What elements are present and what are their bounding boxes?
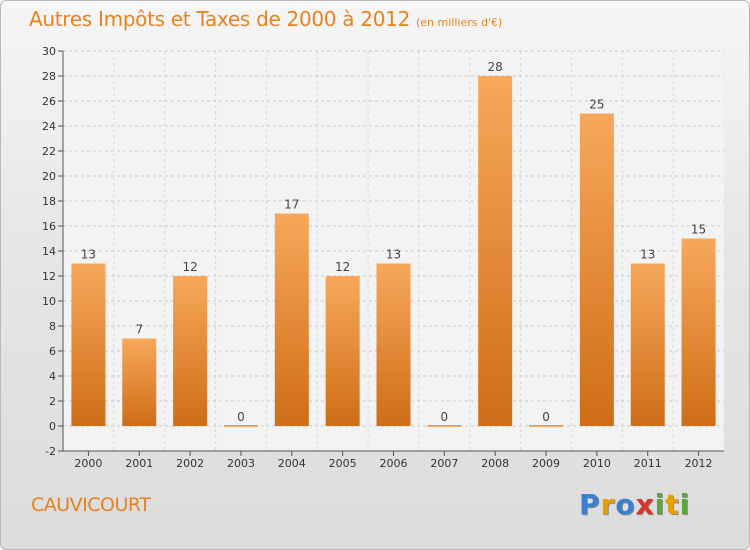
bar — [681, 238, 716, 426]
x-tick-label: 2003 — [227, 457, 255, 470]
place-name: CAUVICOURT — [31, 494, 151, 516]
bar-value-label: 12 — [335, 260, 350, 274]
bar-value-label: 13 — [81, 248, 96, 262]
x-tick-label: 2006 — [380, 457, 408, 470]
proxiti-logo: Proxiti — [579, 488, 690, 521]
x-tick-label: 2011 — [634, 457, 662, 470]
bar — [529, 425, 564, 427]
bar — [122, 338, 157, 426]
logo-letter: o — [615, 488, 636, 521]
bar — [173, 276, 208, 426]
x-tick-label: 2009 — [532, 457, 560, 470]
y-tick-label: 28 — [42, 70, 56, 83]
bar-value-label: 0 — [441, 410, 449, 424]
x-tick-label: 2001 — [125, 457, 153, 470]
bar-value-label: 0 — [542, 410, 550, 424]
bar-value-label: 25 — [589, 98, 604, 112]
bar-value-label: 12 — [182, 260, 197, 274]
y-tick-label: 8 — [49, 320, 56, 333]
bar — [579, 113, 614, 426]
bar-value-label: 17 — [284, 198, 299, 212]
bar — [478, 76, 513, 426]
y-tick-label: 18 — [42, 195, 56, 208]
x-tick-label: 2010 — [583, 457, 611, 470]
y-tick-label: 14 — [42, 245, 56, 258]
logo-letter: P — [579, 488, 601, 521]
y-tick-label: 24 — [42, 120, 56, 133]
bar — [630, 263, 665, 426]
bar — [274, 213, 309, 426]
bar-value-label: 0 — [237, 410, 245, 424]
y-tick-label: 0 — [49, 420, 56, 433]
y-tick-label: 20 — [42, 170, 56, 183]
bar — [376, 263, 411, 426]
logo-letter: i — [654, 488, 666, 521]
bar — [325, 276, 360, 426]
bar-value-label: 13 — [640, 248, 655, 262]
y-tick-label: 4 — [49, 370, 56, 383]
chart-subtitle: (en milliers d'€) — [416, 16, 503, 29]
y-tick-label: 22 — [42, 145, 56, 158]
chart-title: Autres Impôts et Taxes de 2000 à 2012 — [29, 7, 410, 31]
x-tick-label: 2007 — [430, 457, 458, 470]
bar-value-label: 13 — [386, 248, 401, 262]
bar-value-label: 7 — [135, 323, 143, 337]
chart-title-block: Autres Impôts et Taxes de 2000 à 2012 (en… — [29, 7, 502, 31]
y-tick-label: 30 — [42, 45, 56, 58]
logo-letter: t — [665, 488, 680, 521]
y-tick-label: 26 — [42, 95, 56, 108]
y-tick-label: 12 — [42, 270, 56, 283]
bar — [71, 263, 106, 426]
y-tick-label: 10 — [42, 295, 56, 308]
x-tick-label: 2000 — [74, 457, 102, 470]
bar-value-label: 15 — [691, 223, 706, 237]
y-tick-label: 6 — [49, 345, 56, 358]
x-tick-label: 2005 — [329, 457, 357, 470]
y-tick-label: -2 — [45, 445, 56, 458]
x-tick-label: 2012 — [685, 457, 713, 470]
y-tick-label: 16 — [42, 220, 56, 233]
y-tick-label: 2 — [49, 395, 56, 408]
bar-value-label: 28 — [488, 60, 503, 74]
bar — [427, 425, 462, 427]
logo-letter: x — [635, 488, 655, 521]
x-tick-label: 2004 — [278, 457, 306, 470]
x-tick-label: 2008 — [481, 457, 509, 470]
x-tick-label: 2002 — [176, 457, 204, 470]
logo-letter: i — [679, 488, 691, 521]
bar — [223, 425, 258, 427]
logo-letter: r — [600, 488, 616, 521]
